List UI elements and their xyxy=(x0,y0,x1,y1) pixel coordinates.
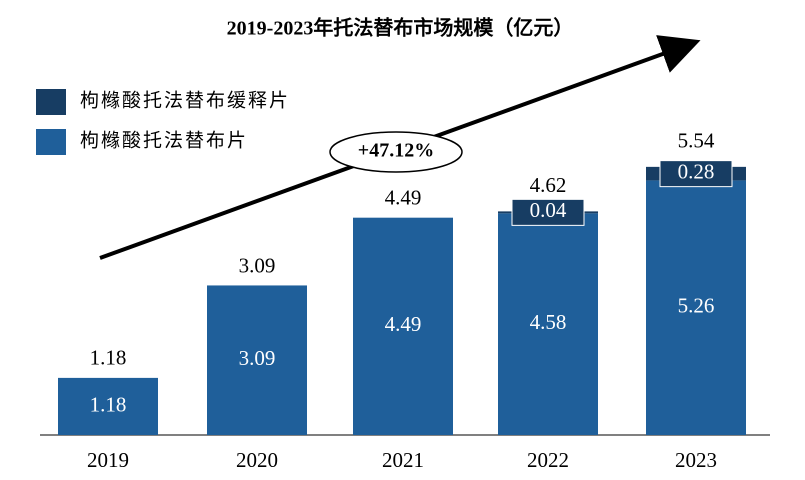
total-label: 5.54 xyxy=(678,129,715,153)
value-label: 4.49 xyxy=(385,312,422,336)
annotation: +47.12% xyxy=(358,140,434,162)
label-box xyxy=(511,198,585,226)
legend-label: 枸橼酸托法替布片 xyxy=(80,129,248,151)
value-label: 1.18 xyxy=(90,392,127,416)
value-label: 5.26 xyxy=(678,294,715,318)
bar-segment xyxy=(498,213,598,435)
x-tick-label: 2019 xyxy=(87,448,129,472)
total-label: 4.49 xyxy=(385,185,422,209)
value-label: 3.09 xyxy=(239,346,276,370)
total-label: 1.18 xyxy=(90,346,127,370)
bar-segment xyxy=(207,285,307,435)
legend-label: 枸橼酸托法替布缓释片 xyxy=(80,89,290,111)
value-label: 0.28 xyxy=(678,159,715,183)
legend-swatch xyxy=(36,89,66,115)
x-tick-label: 2021 xyxy=(382,448,424,472)
x-tick-label: 2020 xyxy=(236,448,278,472)
annotation-bubble xyxy=(329,131,463,173)
bar-segment xyxy=(646,180,746,435)
value-label: 0.04 xyxy=(530,198,567,222)
x-tick-label: 2023 xyxy=(675,448,717,472)
total-label: 3.09 xyxy=(239,253,276,277)
label-box xyxy=(659,160,733,188)
total-label: 4.62 xyxy=(530,173,567,197)
value-label: 4.58 xyxy=(530,310,567,334)
chart-title: 2019-2023年托法替布市场规模（亿元） xyxy=(227,16,574,40)
bar-segment xyxy=(353,217,453,435)
bar-segment xyxy=(58,377,158,435)
legend-swatch xyxy=(36,129,66,155)
x-tick-label: 2022 xyxy=(527,448,569,472)
